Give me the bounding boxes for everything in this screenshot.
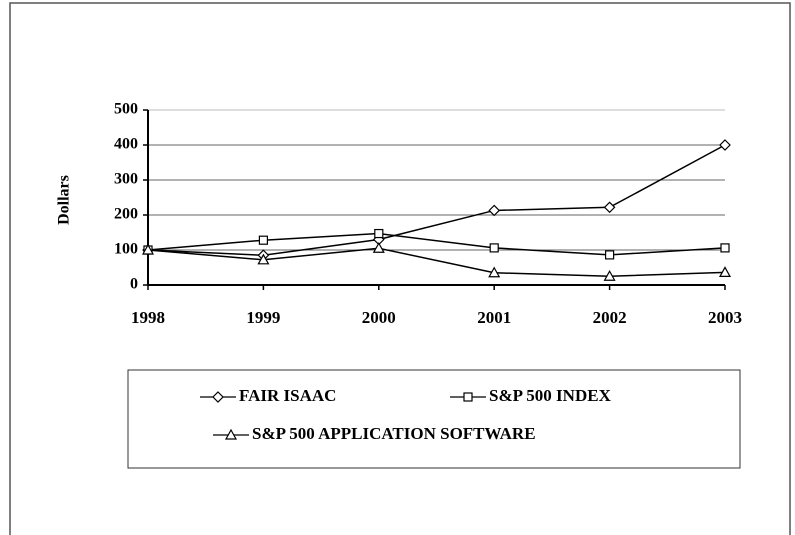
data-point <box>372 242 385 253</box>
data-point <box>258 235 268 245</box>
data-point <box>488 266 501 278</box>
data-point <box>603 270 616 281</box>
y-tick-label: 0 <box>130 276 138 293</box>
y-tick-label: 100 <box>114 241 138 258</box>
x-tick-label: 2003 <box>708 308 742 327</box>
y-tick-label: 400 <box>114 136 138 153</box>
y-tick-label: 200 <box>114 206 138 223</box>
data-point <box>374 228 384 239</box>
x-tick-label: 1999 <box>246 308 280 327</box>
data-point <box>603 201 616 214</box>
legend-marker <box>463 392 473 402</box>
x-tick-label: 2002 <box>593 308 627 327</box>
data-point <box>719 139 731 151</box>
series-line <box>147 144 726 257</box>
y-axis-label: Dollars <box>56 175 73 225</box>
y-tick-label: 500 <box>114 101 138 118</box>
legend-marker <box>212 391 224 403</box>
legend-label: S&P 500 APPLICATION SOFTWARE <box>252 424 536 443</box>
data-point <box>257 253 270 265</box>
data-point <box>720 243 730 253</box>
legend-marker <box>224 428 238 440</box>
data-point <box>141 243 155 255</box>
series-line <box>147 247 726 278</box>
series-line <box>147 232 726 256</box>
x-tick-label: 2001 <box>477 308 511 327</box>
y-tick-label: 300 <box>114 171 138 188</box>
data-point <box>489 243 499 253</box>
data-point <box>488 204 501 217</box>
legend-box <box>127 369 741 469</box>
x-tick-label: 1998 <box>131 308 165 327</box>
data-point <box>718 266 732 277</box>
data-point <box>604 250 615 260</box>
x-tick-label: 2000 <box>362 308 396 327</box>
frame <box>9 2 791 535</box>
legend-label: FAIR ISAAC <box>239 386 336 405</box>
legend-label: S&P 500 INDEX <box>489 386 612 405</box>
